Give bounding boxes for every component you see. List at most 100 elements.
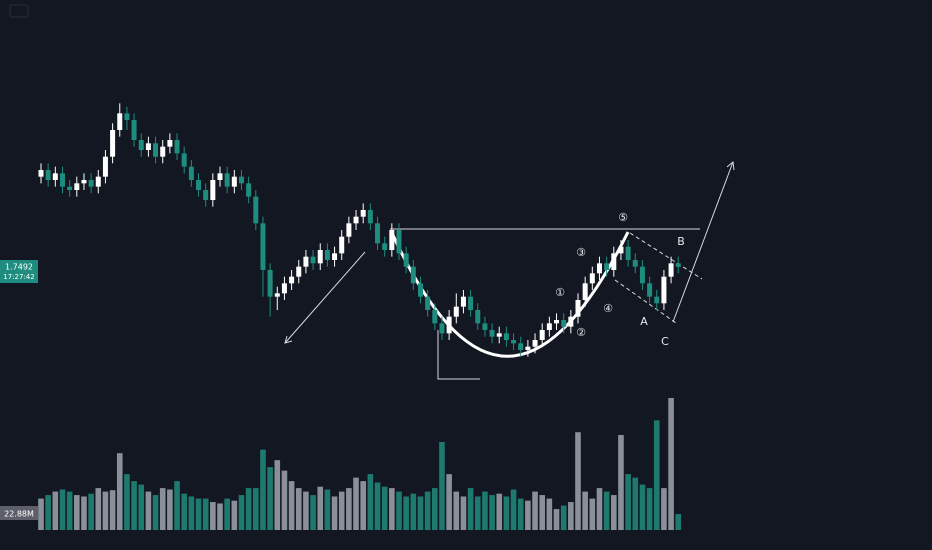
volume-bar xyxy=(245,488,252,530)
candle-body xyxy=(167,140,173,147)
arrow-head xyxy=(284,335,293,344)
arrow-head xyxy=(726,161,735,171)
volume-bar xyxy=(152,495,159,530)
candle-body xyxy=(611,253,617,270)
wave-label: B xyxy=(677,235,685,248)
volume-bar xyxy=(274,460,281,530)
candle-body xyxy=(38,170,44,177)
candle-body xyxy=(675,263,681,267)
candle-body xyxy=(382,243,388,250)
volume-bar xyxy=(116,453,123,530)
volume-bar xyxy=(38,498,44,530)
volume-bar xyxy=(632,477,639,530)
candle-body xyxy=(518,343,524,350)
candle-body xyxy=(511,340,517,344)
volume-bar xyxy=(482,491,488,530)
candle-body xyxy=(596,263,602,274)
candle-body xyxy=(95,176,101,187)
candle-body xyxy=(353,216,359,224)
candle-body xyxy=(160,146,166,157)
volume-bar xyxy=(575,432,581,530)
volume-bar xyxy=(424,491,431,530)
wave-label: ③ xyxy=(576,246,586,259)
candle-body xyxy=(260,223,266,270)
wave-label: ② xyxy=(576,326,586,339)
candle-body xyxy=(210,180,216,200)
volume-bar xyxy=(568,502,574,530)
candle-body xyxy=(317,250,323,264)
candle-body xyxy=(618,246,624,254)
candle-body xyxy=(554,320,560,324)
candle-body xyxy=(289,276,295,284)
candle-body xyxy=(153,143,159,157)
candle-body xyxy=(625,246,631,260)
volume-bar xyxy=(367,474,374,530)
candle-body xyxy=(45,170,51,180)
candle-body xyxy=(145,143,151,150)
candle-body xyxy=(81,180,87,184)
candle-body xyxy=(575,300,581,317)
volume-bar xyxy=(618,435,624,530)
volume-bar xyxy=(467,488,474,530)
volume-bar xyxy=(81,496,87,530)
volume-bar xyxy=(625,474,631,530)
candle-body xyxy=(503,333,509,340)
volume-bar xyxy=(124,474,130,530)
volume-tag xyxy=(0,506,38,520)
volume-bar xyxy=(310,495,316,530)
candle-body xyxy=(396,230,402,254)
cup-curve xyxy=(390,231,630,358)
candle-body xyxy=(310,256,316,264)
volume-bar xyxy=(439,442,445,530)
candle-body xyxy=(568,316,574,327)
candle-body xyxy=(639,266,645,284)
candle-body xyxy=(632,260,638,267)
candle-body xyxy=(131,120,137,140)
candle-body xyxy=(582,283,588,300)
wave-label: ① xyxy=(555,286,565,299)
volume-bar xyxy=(145,491,152,530)
volume-bar xyxy=(553,509,560,530)
volume-bar xyxy=(338,491,345,530)
candle-body xyxy=(188,166,194,180)
volume-bar xyxy=(109,490,116,530)
volume-bar xyxy=(517,498,524,530)
volume-bar xyxy=(403,496,409,530)
volume-bar xyxy=(474,496,481,530)
candle-body xyxy=(460,296,466,307)
volume-bar xyxy=(324,489,331,530)
volume-bar xyxy=(661,488,667,530)
wave-label: ④ xyxy=(603,302,613,315)
candle-body xyxy=(468,296,474,310)
volume-bar xyxy=(159,488,166,530)
volume-bar xyxy=(210,502,216,530)
volume-bar xyxy=(74,495,80,530)
candle-body xyxy=(224,173,230,187)
candle-body xyxy=(360,210,366,217)
volume-bar xyxy=(224,498,230,530)
candle-body xyxy=(67,186,73,190)
candle-body xyxy=(117,113,123,130)
candle-body xyxy=(102,156,108,177)
candle-body xyxy=(661,276,667,304)
candle-body xyxy=(532,340,538,347)
volume-bar xyxy=(560,505,567,530)
volume-bar xyxy=(288,481,295,530)
volume-bar xyxy=(675,514,682,530)
channel-upper xyxy=(629,232,703,280)
candle-body xyxy=(375,223,381,244)
volume-bar xyxy=(195,498,202,530)
candle-body xyxy=(439,323,445,334)
volume-bar xyxy=(653,420,660,530)
volume-bar xyxy=(281,470,288,530)
countdown: 17:27:42 xyxy=(3,273,34,281)
candle-body xyxy=(410,266,416,284)
candle-body xyxy=(253,196,259,224)
trend-arrow xyxy=(284,251,366,344)
volume-bar xyxy=(668,398,674,530)
candle-body xyxy=(446,316,452,334)
candle-body xyxy=(561,320,567,327)
candle-body xyxy=(174,140,180,154)
candle-body xyxy=(203,190,209,200)
